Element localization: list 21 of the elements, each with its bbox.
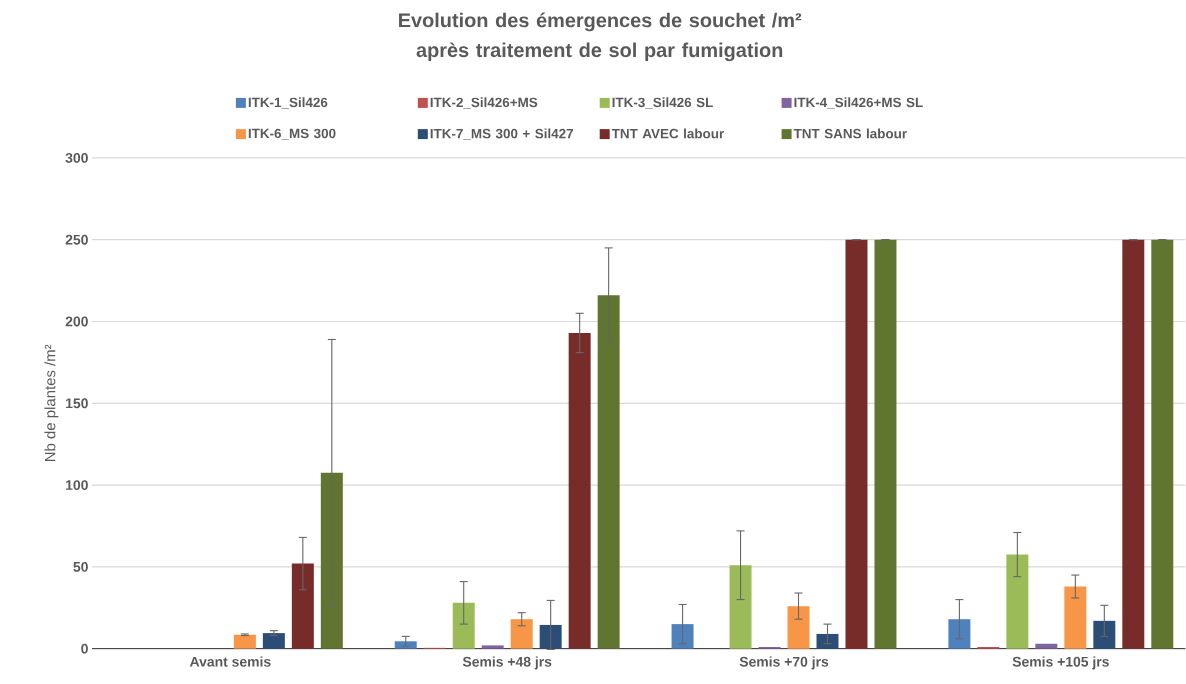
y-tick-label: 0 (81, 643, 88, 654)
legend-label: TNT SANS labour (793, 128, 907, 139)
legend-label: TNT AVEC labour (611, 128, 724, 139)
legend-label: ITK-6_MS 300 (248, 128, 336, 140)
x-tick-label: Semis +105 jrs (1012, 656, 1109, 670)
y-tick-label: 50 (73, 562, 88, 572)
legend-label: ITK-4_Sil426+MS SL (794, 97, 923, 109)
y-axis-title: Nb de plantes /m² (44, 344, 59, 462)
x-tick-label: Semis +48 jrs (462, 656, 552, 670)
y-tick-label: 250 (65, 234, 88, 245)
x-tick-label: Semis +70 jrs (739, 656, 829, 670)
legend-label: ITK-2_Sil426+MS (430, 97, 538, 109)
legend-label: ITK-3_Sil426 SL (612, 97, 713, 109)
legend-label: ITK-1_Sil426 (248, 97, 328, 109)
x-tick-label: Avant semis (189, 656, 271, 667)
y-tick-label: 200 (65, 316, 88, 327)
y-tick-label: 100 (66, 480, 88, 491)
legend-label: ITK-7_MS 300 + Sil427 (430, 128, 574, 141)
y-tick-label: 150 (66, 398, 88, 409)
chart-title: Evolution des émergences de souchet /m² après traitement de sol par fumigation (399, 12, 802, 62)
y-tick-label: 300 (65, 153, 88, 164)
